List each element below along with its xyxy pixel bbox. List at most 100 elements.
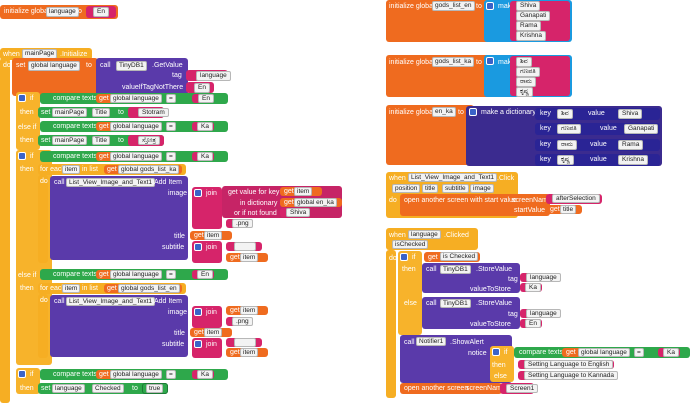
mutator-gear-icon[interactable] — [194, 243, 202, 251]
property-title[interactable]: Title — [92, 136, 111, 145]
text-en[interactable]: En — [194, 83, 210, 93]
text-msg-ka[interactable]: Setting Language to Kannada — [524, 371, 619, 380]
text-ka[interactable]: Ka — [663, 348, 679, 357]
var-global-language[interactable]: global language — [110, 94, 162, 103]
operator-eq-dropdown[interactable]: = — [166, 122, 176, 131]
list-item-3[interactable]: ಕೃಷ್ಣ — [516, 87, 534, 97]
var-gods-en[interactable]: global gods_list_en — [118, 284, 180, 293]
var-global-language[interactable]: global language — [578, 348, 630, 357]
mutator-gear-icon[interactable] — [18, 370, 26, 378]
text-en[interactable]: En — [197, 270, 213, 279]
list-item-2[interactable]: ರಾಮ — [516, 77, 536, 87]
var-name-language[interactable]: language — [46, 7, 79, 17]
component-main-page[interactable]: mainPage — [52, 108, 88, 117]
if-else-block[interactable] — [398, 251, 422, 335]
text-ka[interactable]: Ka — [525, 283, 541, 292]
pair-value-0[interactable]: Shiva — [618, 109, 643, 119]
text-empty[interactable] — [234, 242, 256, 251]
mutator-gear-icon[interactable] — [194, 340, 202, 348]
store-value-block[interactable] — [422, 263, 520, 293]
mutator-gear-icon[interactable] — [194, 189, 202, 197]
text-language[interactable]: language — [526, 273, 561, 282]
text-ka[interactable]: Ka — [197, 370, 213, 379]
pair-key-2[interactable]: ರಾಮ — [557, 140, 577, 150]
text-png[interactable]: .png — [232, 219, 253, 228]
list-item-1[interactable]: Ganapati — [516, 11, 551, 21]
param-position[interactable]: position — [392, 184, 421, 193]
param-subtitle[interactable]: subtitle — [442, 184, 469, 193]
mutator-gear-icon[interactable] — [486, 57, 494, 65]
var-item[interactable]: item — [240, 348, 259, 357]
bool-true[interactable]: true — [146, 384, 164, 393]
property-checked[interactable]: Checked — [92, 384, 124, 393]
text-ka-title[interactable]: ಸ್ತೋತ್ರ — [138, 136, 161, 145]
var-global-language[interactable]: global language — [110, 370, 162, 379]
var-item[interactable]: item — [240, 253, 259, 262]
tinydb-component[interactable]: TinyDB1 — [440, 265, 471, 274]
operator-eq-dropdown[interactable]: = — [166, 270, 176, 279]
param-is-checked[interactable]: isChecked — [392, 240, 429, 249]
text-en[interactable]: En — [93, 7, 109, 17]
component-language[interactable]: language — [52, 384, 85, 393]
var-item[interactable]: item — [294, 187, 313, 196]
pair-value-3[interactable]: Krishna — [618, 155, 649, 165]
var-en-ka[interactable]: global en_ka — [294, 198, 337, 207]
text-empty[interactable] — [234, 338, 256, 347]
loop-var-item[interactable]: item — [62, 165, 81, 174]
listview-component[interactable]: List_View_Image_and_Text1 — [66, 178, 155, 187]
text-language[interactable]: language — [526, 309, 561, 318]
var-global-language[interactable]: global language — [28, 61, 80, 71]
property-title[interactable]: Title — [92, 108, 111, 117]
mutator-gear-icon[interactable] — [18, 94, 26, 102]
pair-key-1[interactable]: ಗಣಪತಿ — [557, 124, 581, 134]
listview-component[interactable]: List_View_Image_and_Text1 — [408, 173, 497, 182]
text-stotram[interactable]: Stotram — [138, 108, 169, 117]
tinydb-component[interactable]: TinyDB1 — [440, 299, 471, 308]
var-name-gods-en[interactable]: gods_list_en — [432, 1, 475, 11]
open-another-screen-block[interactable] — [400, 383, 502, 394]
var-is-checked[interactable]: is Checked — [440, 252, 479, 261]
operator-eq-dropdown[interactable]: = — [166, 94, 176, 103]
text-msg-en[interactable]: Setting Language to English — [524, 360, 614, 369]
text-en[interactable]: En — [198, 94, 214, 103]
store-value-block[interactable] — [422, 297, 520, 329]
mutator-gear-icon[interactable] — [469, 108, 477, 116]
pair-key-3[interactable]: ಕೃಷ್ಣ — [557, 155, 575, 165]
list-item-1[interactable]: ಗಣಪತಿ — [516, 67, 540, 77]
mutator-gear-icon[interactable] — [194, 308, 202, 316]
param-title[interactable]: title — [422, 184, 439, 193]
text-en[interactable]: En — [525, 319, 541, 328]
text-png[interactable]: .png — [232, 317, 253, 326]
list-item-3[interactable]: Krishna — [516, 31, 547, 41]
var-gods-ka[interactable]: global gods_list_ka — [118, 165, 180, 174]
mutator-gear-icon[interactable] — [492, 348, 500, 356]
var-item[interactable]: item — [204, 231, 223, 240]
var-item[interactable]: item — [204, 328, 223, 337]
mutator-gear-icon[interactable] — [18, 152, 26, 160]
notifier-component[interactable]: Notifier1 — [416, 337, 447, 346]
add-item-block[interactable] — [50, 176, 188, 260]
init-en-ka-block[interactable] — [386, 105, 474, 165]
pair-value-2[interactable]: Rama — [618, 140, 644, 150]
var-name-en-ka[interactable]: en_ka — [432, 107, 456, 117]
component-main-page[interactable]: mainPage — [52, 136, 88, 145]
var-global-language[interactable]: global language — [110, 122, 162, 131]
pair-value-1[interactable]: Ganapati — [624, 124, 659, 134]
listview-component[interactable]: List_View_Image_and_Text1 — [66, 297, 155, 306]
loop-var-item[interactable]: item — [62, 284, 81, 293]
operator-eq-dropdown[interactable]: = — [166, 370, 176, 379]
operator-eq-dropdown[interactable]: = — [166, 152, 176, 161]
list-item-2[interactable]: Rama — [516, 21, 542, 31]
text-screen1[interactable]: Screen1 — [506, 384, 539, 393]
text-language[interactable]: language — [196, 71, 231, 81]
pair-key-0[interactable]: ಶಿವ — [557, 109, 573, 119]
text-ka[interactable]: Ka — [197, 152, 213, 161]
mutator-gear-icon[interactable] — [400, 253, 408, 261]
mutator-gear-icon[interactable] — [486, 2, 494, 10]
param-image[interactable]: image — [470, 184, 494, 193]
var-name-gods-ka[interactable]: gods_list_ka — [432, 57, 475, 67]
var-item[interactable]: item — [240, 306, 259, 315]
list-item-0[interactable]: ಶಿವ — [516, 57, 532, 67]
open-screen-start-value-block[interactable] — [400, 194, 550, 216]
text-ka[interactable]: Ka — [197, 122, 213, 131]
